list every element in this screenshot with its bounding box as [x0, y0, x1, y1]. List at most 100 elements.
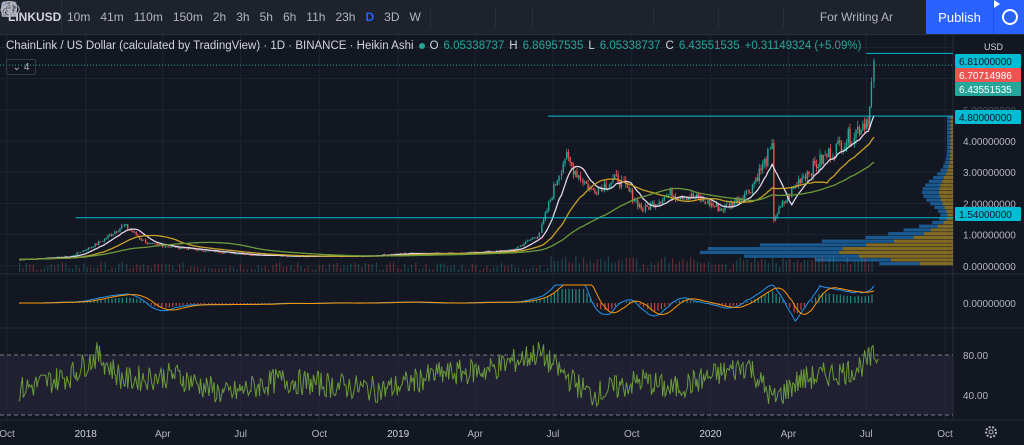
- macd-histogram-bar: [114, 298, 117, 303]
- volume-bar: [425, 263, 427, 272]
- volume-profile-bar: [948, 164, 953, 168]
- macd-histogram-bar: [721, 303, 723, 306]
- volume-profile-bar: [707, 247, 843, 251]
- candle-body: [498, 250, 500, 252]
- volume-bar: [614, 262, 616, 272]
- candle-body: [112, 234, 114, 236]
- candle-body: [64, 256, 66, 257]
- candle-body: [551, 198, 553, 201]
- macd-histogram-bar: [522, 301, 524, 303]
- candle-body: [146, 243, 149, 245]
- macd-histogram-bar: [596, 303, 598, 308]
- candle-body: [738, 198, 741, 203]
- indicators-toggle[interactable]: ⌄ 4: [6, 59, 36, 75]
- macd-tick: 0.00000000: [963, 299, 1016, 310]
- volume-bar: [611, 262, 613, 272]
- volume-profile-bar: [944, 175, 953, 180]
- candle-body: [117, 231, 119, 233]
- volume-bar: [282, 266, 284, 272]
- macd-histogram-bar: [86, 301, 88, 303]
- macd-histogram-bar: [589, 298, 592, 303]
- volume-profile-bar: [940, 183, 953, 187]
- volume-bar: [832, 256, 835, 272]
- volume-bar: [636, 258, 638, 272]
- volume-bar: [104, 262, 106, 272]
- candle-body: [728, 204, 731, 208]
- volume-profile-bar: [950, 131, 953, 135]
- price-label-box: [955, 54, 1021, 68]
- candle-body: [162, 245, 164, 248]
- macd-histogram-bar: [550, 294, 552, 303]
- interval-41m[interactable]: 41m: [100, 10, 124, 24]
- candle-body: [517, 246, 519, 249]
- volume-profile-bar: [890, 258, 953, 262]
- candle-body: [105, 238, 107, 239]
- volume-bar: [732, 263, 734, 272]
- macd-histogram-bar: [229, 303, 231, 304]
- volume-bar: [432, 269, 434, 272]
- time-tick: 2020: [699, 429, 722, 440]
- candle-body: [648, 206, 650, 210]
- candle-body: [199, 249, 202, 251]
- interval-150m[interactable]: 150m: [172, 10, 203, 24]
- volume-profile-bar: [922, 190, 940, 195]
- candle-body: [582, 179, 584, 184]
- macd-histogram-bar: [664, 303, 666, 308]
- candle-body: [148, 243, 150, 245]
- interval-6h[interactable]: 6h: [282, 10, 297, 24]
- volume-profile-bar: [946, 142, 951, 146]
- price-label: 1.54000000: [959, 210, 1012, 221]
- volume-bar: [493, 267, 495, 272]
- symbol-search[interactable]: LINKUSD: [0, 0, 62, 34]
- candle-body: [808, 171, 810, 174]
- candle-body: [638, 204, 641, 207]
- settings-gear-icon[interactable]: [985, 426, 997, 438]
- interval-d[interactable]: D: [365, 10, 375, 24]
- interval-3h[interactable]: 3h: [236, 10, 250, 24]
- candle-body: [97, 241, 100, 245]
- macd-histogram-bar: [254, 303, 256, 304]
- volume-bar: [225, 267, 227, 272]
- candle-body: [681, 197, 683, 200]
- volume-bar: [843, 263, 845, 272]
- volume-profile-bar: [939, 217, 947, 221]
- volume-bar: [193, 266, 195, 272]
- candle-body: [521, 245, 523, 247]
- volume-bar: [93, 268, 95, 272]
- candle-body: [383, 254, 386, 256]
- volume-bar: [796, 260, 799, 272]
- candle-body: [615, 174, 618, 176]
- candle-body: [215, 251, 218, 253]
- macd-histogram-bar: [553, 292, 556, 303]
- interval-5h[interactable]: 5h: [259, 10, 273, 24]
- volume-profile-bar: [879, 262, 920, 266]
- volume-bar: [357, 264, 360, 272]
- volume-bar: [725, 264, 727, 272]
- interval-110m[interactable]: 110m: [133, 10, 163, 24]
- macd-histogram-bar: [211, 303, 213, 304]
- volume-profile-bar: [946, 134, 951, 139]
- interval-w[interactable]: W: [409, 10, 421, 24]
- volume-bar: [129, 268, 131, 272]
- candle-body: [755, 177, 757, 183]
- interval-3d[interactable]: 3D: [384, 10, 400, 24]
- legend-change: +0.31149324 (+5.09%): [744, 40, 862, 52]
- publish-button[interactable]: Publish: [926, 0, 993, 34]
- writing-status[interactable]: For Writing Ar: [0, 1, 893, 24]
- rsi-tick: 40.00: [963, 391, 988, 402]
- volume-bar: [707, 261, 710, 272]
- volume-profile-bar: [946, 217, 953, 221]
- volume-bar: [392, 262, 395, 272]
- interval-10m[interactable]: 10m: [67, 10, 91, 24]
- interval-11h[interactable]: 11h: [306, 10, 326, 24]
- interval-23h[interactable]: 23h: [335, 10, 356, 24]
- volume-bar: [410, 264, 413, 272]
- play-button[interactable]: [993, 0, 1024, 34]
- interval-2h[interactable]: 2h: [212, 10, 227, 24]
- volume-bar: [214, 268, 217, 272]
- volume-bar: [354, 262, 356, 272]
- candle-body: [289, 256, 291, 258]
- candle-body: [115, 231, 118, 233]
- candle-body: [799, 178, 802, 184]
